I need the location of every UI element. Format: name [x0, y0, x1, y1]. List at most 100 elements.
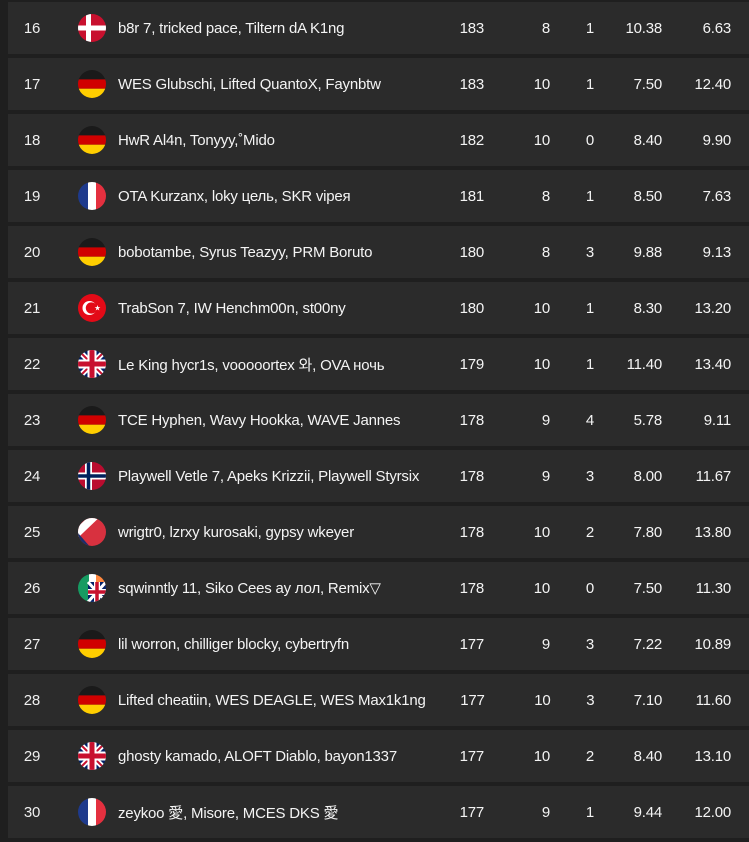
rank-label: 20 — [23, 243, 41, 261]
stat-games: 9 — [541, 635, 550, 653]
stat-wins: 1 — [585, 803, 594, 821]
stat-games: 10 — [533, 355, 550, 373]
leaderboard-row[interactable]: 26 sqwinntly 11, Siko Cees ay лол, Remix… — [8, 562, 749, 614]
stat-avg-1: 8.40 — [633, 131, 663, 149]
stat-wins: 4 — [585, 411, 594, 429]
stat-games: 9 — [541, 467, 550, 485]
leaderboard-row[interactable]: 19 OTA Kurzanx, loky цель, SKR vipeя 181… — [8, 170, 749, 222]
stat-games: 10 — [533, 131, 550, 149]
germany-flag-icon — [77, 686, 106, 714]
stat-score: 182 — [459, 131, 485, 149]
players-label: OTA Kurzanx, loky цель, SKR vipeя — [118, 187, 351, 205]
germany-flag-icon — [78, 70, 106, 98]
leaderboard-row[interactable]: 21 TrabSon 7, IW Henchm00n, st00ny 180 1… — [8, 282, 749, 334]
leaderboard-row[interactable]: 20 bobotambe, Syrus Teazyy, PRM Boruto 1… — [8, 226, 749, 278]
rank-label: 23 — [23, 411, 41, 429]
stat-avg-1: 7.22 — [633, 635, 663, 653]
leaderboard-row[interactable]: 24 Playwell Vetle 7, Apeks Krizzii, Play… — [8, 450, 749, 502]
stat-score: 178 — [459, 523, 485, 541]
norway-flag-icon — [78, 462, 106, 490]
leaderboard-row[interactable]: 28 Lifted cheatiin, WES DEAGLE, WES Max1… — [8, 674, 749, 726]
players-label: HwR Al4n, Tonyyy,˚Mido — [118, 131, 275, 149]
france-flag-icon — [78, 182, 106, 210]
stat-score: 177 — [460, 691, 485, 709]
rank-label: 18 — [23, 131, 41, 149]
rank-label: 26 — [23, 579, 41, 597]
leaderboard-row[interactable]: 25 wrigtr0, lzrxy kurosaki, gypsy wkeyer… — [8, 506, 749, 558]
stat-wins: 3 — [585, 467, 594, 485]
stat-games: 10 — [534, 691, 551, 709]
players-label: WES Glubschi, Lifted QuantoX, Faynbtw — [118, 75, 381, 93]
players-label: Lifted cheatiin, WES DEAGLE, WES Max1k1n… — [117, 691, 425, 709]
stat-avg-2: 11.67 — [695, 467, 732, 485]
germany-flag-icon — [78, 238, 106, 266]
stat-games: 8 — [541, 19, 550, 37]
leaderboard-row[interactable]: 16 b8r 7, tricked pace, Tiltern dA K1ng … — [8, 2, 749, 54]
stat-avg-2: 10.89 — [694, 635, 731, 653]
players-label: Le King hycr1s, vooooortex 와, OVA ночь — [118, 356, 385, 374]
uk-flag-icon — [78, 742, 106, 770]
stat-games: 9 — [541, 411, 550, 429]
players-label: zeykoo 愛, Misore, MCES DKS 愛 — [118, 804, 339, 822]
stat-avg-1: 8.40 — [633, 747, 663, 765]
stat-avg-2: 9.90 — [702, 131, 732, 149]
stat-games: 10 — [533, 299, 550, 317]
stat-avg-1: 5.78 — [633, 411, 663, 429]
leaderboard-row[interactable]: 17 WES Glubschi, Lifted QuantoX, Faynbtw… — [8, 58, 749, 110]
stat-games: 9 — [541, 803, 550, 821]
players-label: bobotambe, Syrus Teazyy, PRM Boruto — [118, 243, 373, 261]
stat-avg-2: 12.40 — [694, 75, 731, 93]
players-label: TCE Hyphen, Wavy Hookka, WAVE Jannes — [118, 411, 401, 429]
stat-avg-1: 7.80 — [633, 523, 663, 541]
stat-score: 180 — [459, 243, 485, 261]
stat-games: 10 — [533, 523, 550, 541]
stat-score: 177 — [459, 803, 485, 821]
stat-avg-2: 13.20 — [694, 299, 731, 317]
stat-avg-1: 9.44 — [633, 803, 663, 821]
leaderboard-row[interactable]: 30 zeykoo 愛, Misore, MCES DKS 愛 177 9 1 … — [8, 786, 749, 838]
leaderboard-row[interactable]: 23 TCE Hyphen, Wavy Hookka, WAVE Jannes … — [8, 394, 749, 446]
stat-wins: 3 — [585, 635, 594, 653]
players-label: ghosty kamado, ALOFT Diablo, bayon1337 — [118, 747, 397, 765]
stat-wins: 0 — [585, 131, 594, 149]
turkey-flag-icon — [78, 294, 106, 322]
ireland-uk-flag-icon — [78, 574, 106, 602]
stat-avg-1: 7.50 — [633, 579, 663, 597]
rank-label: 21 — [23, 299, 41, 317]
rank-label: 30 — [23, 803, 41, 821]
rank-label: 28 — [23, 691, 41, 709]
stat-wins: 3 — [585, 243, 594, 261]
stat-score: 183 — [459, 75, 485, 93]
germany-flag-icon — [78, 630, 106, 658]
germany-flag-icon — [78, 406, 106, 434]
stat-avg-2: 7.63 — [702, 187, 732, 205]
leaderboard-row[interactable]: 22 Le King hycr1s, vooooortex 와, OVA ноч… — [8, 338, 749, 390]
stat-wins: 2 — [585, 523, 594, 541]
leaderboard-row[interactable]: 27 lil worron, chilliger blocky, cybertr… — [8, 618, 749, 670]
rank-label: 25 — [23, 523, 41, 541]
stat-score: 178 — [459, 411, 485, 429]
leaderboard-row[interactable]: 18 HwR Al4n, Tonyyy,˚Mido 182 10 0 8.40 … — [8, 114, 749, 166]
players-label: b8r 7, tricked pace, Tiltern dA K1ng — [118, 19, 345, 37]
rank-label: 16 — [23, 19, 41, 37]
stat-score: 178 — [459, 467, 485, 485]
denmark-flag-icon — [78, 14, 106, 42]
uk-flag-icon — [78, 350, 106, 378]
stat-score: 179 — [459, 355, 485, 373]
players-label: wrigtr0, lzrxy kurosaki, gypsy wkeyer — [118, 523, 354, 541]
rank-label: 22 — [23, 355, 41, 373]
stat-wins: 2 — [585, 747, 594, 765]
stat-score: 183 — [459, 19, 485, 37]
stat-avg-1: 8.30 — [633, 299, 663, 317]
stat-avg-2: 6.63 — [702, 19, 732, 37]
stat-avg-1: 8.50 — [633, 187, 663, 205]
stat-score: 181 — [459, 187, 485, 205]
stat-avg-2: 9.13 — [702, 243, 732, 261]
stat-avg-1: 8.00 — [633, 467, 663, 485]
stat-score: 178 — [459, 579, 485, 597]
czechia-flag-icon — [78, 518, 106, 546]
stat-avg-1: 11.40 — [626, 355, 663, 373]
leaderboard-row[interactable]: 29 ghosty kamado, ALOFT Diablo, bayon133… — [8, 730, 749, 782]
stat-avg-2: 13.10 — [694, 747, 731, 765]
